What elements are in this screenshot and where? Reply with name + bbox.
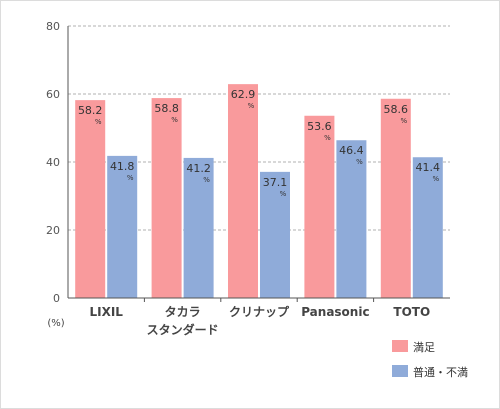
data-label-0-3: 53.6 xyxy=(307,120,332,133)
bar-satisfied-4 xyxy=(380,98,411,298)
y-tick-label-20: 20 xyxy=(46,224,60,237)
y-axis: 0 20 40 60 80 (%) xyxy=(46,20,69,329)
data-label-unit-0-4: % xyxy=(400,117,407,125)
data-label-1-2: 37.1 xyxy=(263,176,288,189)
data-label-unit-1-0: % xyxy=(127,174,134,182)
data-label-1-3: 46.4 xyxy=(339,144,364,157)
y-tick-label-60: 60 xyxy=(46,88,60,101)
bar-neutral-3 xyxy=(336,140,367,298)
y-unit-label: (%) xyxy=(47,318,64,329)
legend-label-0: 満足 xyxy=(413,341,435,354)
x-category-label-1-0: タカラ xyxy=(165,305,201,319)
y-tick-label-0: 0 xyxy=(53,292,60,305)
bar-neutral-2 xyxy=(260,171,290,298)
data-label-1-4: 41.4 xyxy=(416,161,441,174)
grid-lines xyxy=(68,25,450,231)
data-label-unit-1-2: % xyxy=(280,190,287,198)
data-label-0-1: 58.8 xyxy=(154,102,179,115)
legend-label-1: 普通・不満 xyxy=(413,365,468,379)
bar-satisfied-3 xyxy=(304,115,335,298)
data-label-unit-0-2: % xyxy=(248,102,255,110)
y-tick-label-40: 40 xyxy=(46,156,60,169)
data-label-unit-1-4: % xyxy=(432,175,439,183)
data-label-unit-1-3: % xyxy=(356,158,363,166)
data-label-1-1: 41.2 xyxy=(186,162,211,175)
x-category-label-1-1: スタンダード xyxy=(147,322,219,337)
data-label-unit-0-0: % xyxy=(95,118,102,126)
x-category-label-0-0: LIXIL xyxy=(89,305,123,319)
bar-satisfied-1 xyxy=(151,98,182,298)
bar-neutral-0 xyxy=(107,155,138,298)
data-label-unit-0-1: % xyxy=(171,116,178,124)
data-label-0-4: 58.6 xyxy=(384,103,409,116)
bars: 58.2%41.8%58.8%41.2%62.9%37.1%53.6%46.4%… xyxy=(75,84,443,299)
y-tick-label-80: 80 xyxy=(46,20,60,33)
legend-swatch-1 xyxy=(392,365,408,377)
x-category-label-3-0: Panasonic xyxy=(301,305,369,319)
x-category-label-4-0: TOTO xyxy=(393,305,430,319)
x-category-label-2-0: クリナップ xyxy=(229,304,290,319)
bar-neutral-1 xyxy=(183,157,214,298)
bar-satisfied-2 xyxy=(228,84,258,298)
data-label-unit-1-1: % xyxy=(203,176,210,184)
data-label-1-0: 41.8 xyxy=(110,160,135,173)
data-label-unit-0-3: % xyxy=(324,134,331,142)
data-label-0-0: 58.2 xyxy=(78,104,103,117)
bar-satisfied-0 xyxy=(75,100,106,299)
bar-neutral-4 xyxy=(412,157,443,298)
legend-swatch-0 xyxy=(392,340,408,352)
data-label-0-2: 62.9 xyxy=(231,88,256,101)
